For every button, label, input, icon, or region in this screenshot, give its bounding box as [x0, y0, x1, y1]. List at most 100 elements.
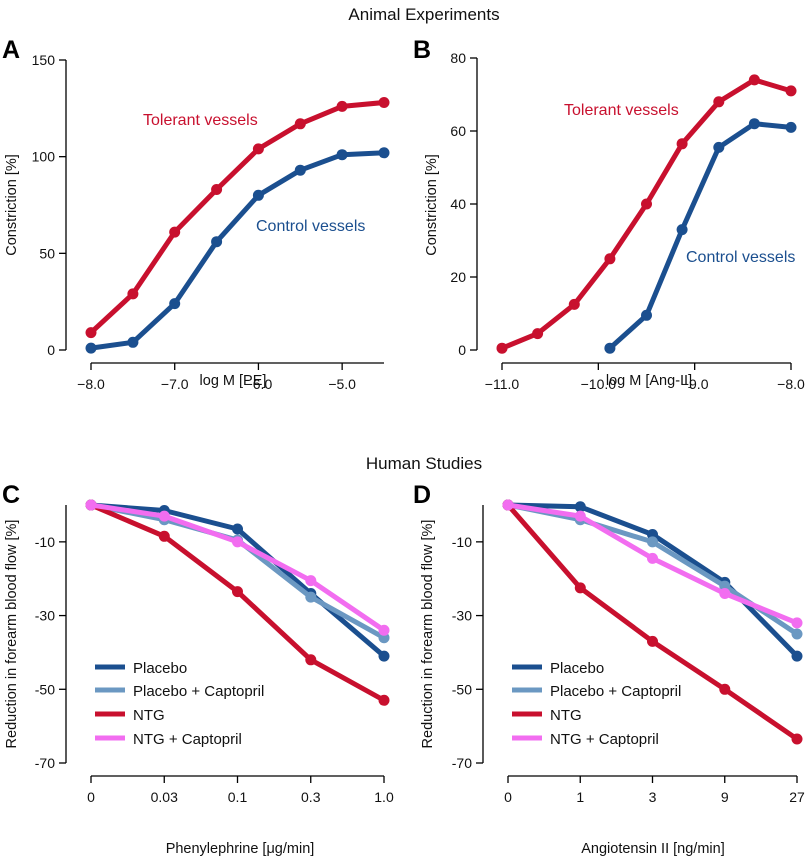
panel-d-y-tick-label: -30 [452, 608, 472, 624]
panel-d-letter: D [413, 481, 431, 509]
panel-b-series-tolerant-vessels-point [496, 342, 508, 354]
panel-a-series-control-vessels-point [169, 298, 181, 310]
panel-c-series-ntg-captopril-point [232, 536, 243, 548]
panel-b-series-tolerant-vessels-point [641, 198, 652, 210]
panel-d-series-placebo-captopril-point [647, 536, 658, 548]
panel-b-series-tolerant-vessels-line [499, 77, 794, 351]
panel-d-series-ntg-captopril-point [502, 499, 514, 511]
panel-c-legend-label-ntg: NTG [133, 707, 165, 724]
panel-c: C Phenylephrine [μg/min] Reduction in fo… [2, 481, 394, 857]
panel-c-series-placebo-point [378, 650, 390, 662]
panel-b-y-tick-label: 60 [450, 123, 466, 139]
panel-d-xlabel: Angiotensin II [ng/min] [581, 841, 724, 857]
panel-b-x-tick-label: −11.0 [485, 376, 520, 392]
panel-b-series-control-vessels-point [676, 224, 688, 236]
panel-c-series-ntg-point [305, 654, 317, 666]
panel-b-tolerant-label: Tolerant vessels [564, 102, 679, 119]
panel-c-series-ntg-captopril-point [305, 575, 317, 587]
panel-b-xlabel: log M [Ang-II] [606, 373, 692, 389]
panel-d-series-placebo-point [574, 501, 586, 513]
panel-d-series-ntg-captopril-point [791, 617, 803, 629]
panel-c-series-ntg-point [232, 586, 243, 598]
panel-a: A log M [PE] Constriction [%] Tolerant v… [2, 36, 390, 392]
panel-b-series-control-vessels-point [713, 141, 725, 153]
panel-d-series-placebo-captopril-point [791, 628, 803, 640]
panel-a-x-tick-label: −7.0 [161, 376, 189, 392]
panel-c-series-placebo-captopril-point [305, 591, 317, 603]
panel-c-legend-label-ntg-captopril: NTG + Captopril [133, 731, 242, 748]
panel-d-x-tick-label: 27 [789, 789, 805, 805]
panel-b-x-tick-label: −10.0 [581, 376, 617, 392]
panel-b-series-tolerant-vessels-point [713, 96, 725, 108]
panel-b-series-control-vessels-point [604, 342, 616, 354]
panel-a-series-control-vessels-point [336, 149, 348, 161]
panel-a-series-control-vessels-point [211, 236, 223, 248]
panel-c-letter: C [2, 481, 20, 509]
panel-a-series-tolerant-vessels-point [336, 100, 348, 112]
panel-d-series-ntg-point [719, 683, 731, 695]
panel-b-x-tick-label: −8.0 [777, 376, 805, 392]
panel-a-series-control-vessels-line [88, 150, 387, 351]
panel-a-control-label: Control vessels [256, 218, 365, 235]
panel-c-series-ntg-point [158, 530, 170, 542]
panel-c-xlabel: Phenylephrine [μg/min] [166, 841, 315, 857]
panel-a-series-tolerant-vessels-point [211, 184, 223, 195]
panel-d-y-tick-label: -10 [452, 534, 472, 550]
panel-d-x-tick-label: 9 [721, 789, 729, 805]
panel-a-series-control-vessels-point [378, 147, 390, 159]
panel-b-series-tolerant-vessels-point [785, 85, 797, 97]
panel-d-series-ntg-point [791, 733, 803, 745]
section-title-human: Human Studies [366, 454, 482, 473]
panel-d-legend-label-ntg-captopril: NTG + Captopril [550, 731, 659, 748]
panel-d-x-tick-label: 1 [576, 789, 584, 805]
panel-c-series-ntg-captopril-point [85, 499, 97, 511]
panel-c-x-tick-label: 0 [87, 789, 95, 805]
panel-a-x-tick-label: −6.0 [245, 376, 273, 392]
panel-a-series-control-vessels-point [294, 164, 306, 176]
panel-d-legend-label-placebo: Placebo [550, 660, 604, 677]
panel-a-y-tick-label: 100 [32, 149, 56, 165]
panel-a-series-tolerant-vessels-point [252, 143, 264, 155]
panel-d-y-tick-label: -70 [452, 755, 472, 771]
panel-a-x-tick-label: −8.0 [77, 376, 105, 392]
panel-b-letter: B [413, 36, 431, 64]
panel-a-series-tolerant-vessels-line [88, 100, 387, 336]
panel-d-series-ntg-point [647, 635, 658, 647]
panel-c-x-tick-label: 0.3 [301, 789, 321, 805]
panel-c-legend-label-placebo: Placebo [133, 660, 187, 677]
panel-d-x-tick-label: 0 [504, 789, 512, 805]
panel-a-y-tick-label: 0 [47, 342, 55, 358]
panel-d-series-placebo-point [791, 650, 803, 662]
panel-a-series-control-vessels-point [127, 336, 139, 348]
panel-c-ylabel: Reduction in forearm blood flow [%] [4, 520, 20, 749]
panel-b-series-tolerant-vessels-point [748, 74, 760, 86]
panel-c-series-ntg-point [378, 694, 390, 706]
panel-c-y-tick-label: -50 [35, 681, 55, 697]
panel-b-series-tolerant-vessels-point [568, 298, 580, 310]
panel-a-letter: A [2, 36, 20, 64]
panel-b-series-control-vessels-point [785, 121, 797, 133]
panel-c-legend-label-placebo-captopril: Placebo + Captopril [133, 683, 264, 700]
panel-a-ylabel: Constriction [%] [4, 154, 20, 256]
panel-a-series-control-vessels-point [252, 189, 264, 201]
panel-a-y-tick-label: 50 [39, 245, 55, 261]
panel-b-y-tick-label: 40 [450, 196, 466, 212]
section-title-animal: Animal Experiments [348, 5, 499, 24]
panel-c-y-tick-label: -10 [35, 534, 55, 550]
panel-b-ylabel: Constriction [%] [424, 154, 440, 256]
panel-d-series-ntg-captopril-point [574, 510, 586, 522]
panel-b-control-label: Control vessels [686, 249, 795, 266]
panel-b-y-tick-label: 80 [450, 50, 466, 66]
panel-a-series-tolerant-vessels-point [378, 97, 390, 108]
panel-b-series-tolerant-vessels-point [604, 253, 616, 265]
panel-a-series-tolerant-vessels-point [127, 288, 139, 300]
panel-b-series-tolerant-vessels-point [676, 138, 688, 150]
panel-c-x-tick-label: 0.1 [228, 789, 248, 805]
panel-a-series-tolerant-vessels-point [169, 226, 181, 238]
panel-a-series-control-vessels-point [85, 342, 97, 354]
panel-a-series-tolerant-vessels-point [85, 327, 97, 339]
panel-c-y-tick-label: -30 [35, 608, 55, 624]
panel-d: D Angiotensin II [ng/min] Reduction in f… [413, 481, 805, 857]
panel-d-x-tick-label: 3 [649, 789, 657, 805]
panel-b: B log M [Ang-II] Constriction [%] Tolera… [413, 36, 805, 392]
